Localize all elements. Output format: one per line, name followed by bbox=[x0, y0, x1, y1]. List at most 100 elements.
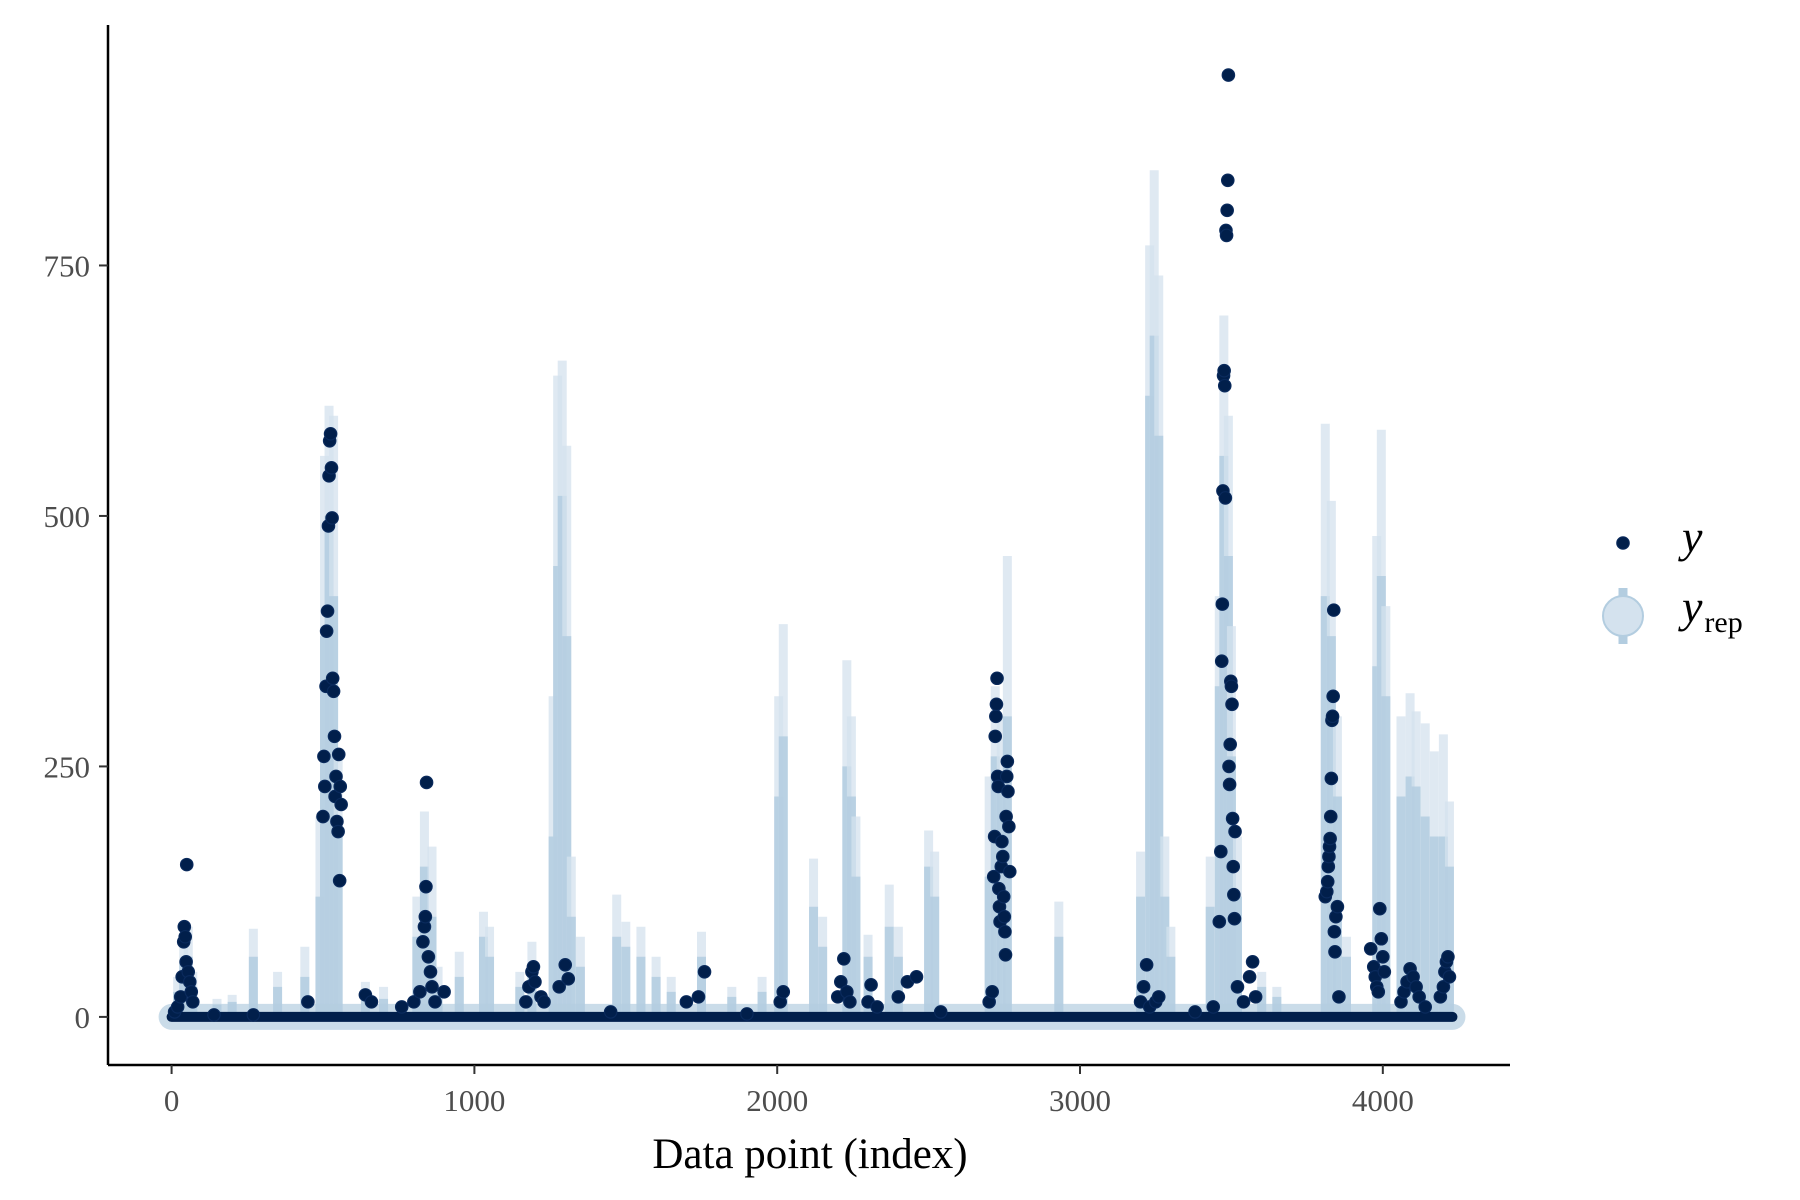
y-point-70 bbox=[776, 985, 791, 999]
legend-yrep-subscript: rep bbox=[1704, 606, 1742, 639]
y-point-97 bbox=[995, 834, 1009, 849]
y-point-108 bbox=[1002, 864, 1017, 879]
y-point-161 bbox=[1328, 944, 1342, 959]
y-point-101 bbox=[998, 924, 1012, 939]
y-point-12 bbox=[185, 995, 200, 1009]
y-point-66 bbox=[691, 990, 706, 1004]
legend-yrep-label: yrep bbox=[1678, 581, 1743, 639]
y-point-116 bbox=[1206, 1000, 1221, 1014]
y-point-155 bbox=[1324, 771, 1339, 786]
y-point-125 bbox=[1218, 491, 1233, 505]
y-point-44 bbox=[416, 934, 430, 949]
y-point-78 bbox=[870, 1000, 884, 1014]
y-point-50 bbox=[423, 965, 438, 979]
y-point-104 bbox=[999, 769, 1014, 784]
tick-labels: 0 1000 2000 3000 4000 0 250 500 750 bbox=[44, 248, 1414, 1118]
y-point-47 bbox=[419, 879, 433, 894]
y-point-26 bbox=[324, 461, 339, 475]
y-point-165 bbox=[1363, 941, 1378, 956]
y-point-169 bbox=[1371, 985, 1386, 999]
y-point-57 bbox=[526, 960, 541, 974]
x-tick-label-0: 0 bbox=[164, 1083, 180, 1118]
x-tick-label-2: 2000 bbox=[746, 1083, 808, 1118]
y-point-81 bbox=[909, 970, 924, 984]
y-tick-label-1: 250 bbox=[44, 749, 91, 784]
y-point-27 bbox=[325, 511, 339, 525]
y-point-127 bbox=[1219, 228, 1234, 243]
y-point-30 bbox=[327, 729, 342, 744]
y-point-115 bbox=[1188, 1005, 1202, 1019]
y-tick-label-0: 0 bbox=[75, 1000, 91, 1035]
y-point-41 bbox=[394, 1000, 409, 1014]
y-point-144 bbox=[1242, 970, 1257, 984]
y-point-171 bbox=[1374, 931, 1389, 946]
y-point-34 bbox=[331, 824, 345, 839]
y-point-52 bbox=[428, 995, 442, 1009]
y-point-87 bbox=[988, 729, 1003, 744]
y-points bbox=[167, 68, 1457, 1022]
y-point-48 bbox=[419, 775, 434, 790]
y-point-186 bbox=[1441, 949, 1455, 964]
y-point-157 bbox=[1325, 709, 1340, 724]
y-point-13 bbox=[207, 1008, 221, 1022]
x-tick-label-1: 1000 bbox=[443, 1083, 505, 1118]
y-point-110 bbox=[1136, 980, 1151, 994]
y-point-88 bbox=[989, 709, 1003, 724]
legend-yrep-key bbox=[1602, 595, 1644, 637]
y-point-111 bbox=[1139, 958, 1154, 972]
y-point-17 bbox=[317, 749, 331, 764]
y-point-65 bbox=[679, 995, 694, 1009]
y-point-120 bbox=[1215, 597, 1230, 611]
y-point-64 bbox=[603, 1005, 618, 1019]
y-point-40 bbox=[364, 995, 379, 1009]
y-point-20 bbox=[319, 624, 334, 638]
y-point-25 bbox=[323, 426, 338, 441]
y-point-137 bbox=[1225, 811, 1240, 826]
y-tick-label-3: 750 bbox=[44, 248, 91, 283]
y-point-21 bbox=[320, 604, 335, 618]
y-point-124 bbox=[1217, 378, 1232, 393]
y-point-107 bbox=[1002, 819, 1016, 834]
yrep-intervals bbox=[173, 170, 1454, 1017]
y-point-79 bbox=[891, 990, 906, 1004]
y-point-73 bbox=[837, 951, 851, 966]
y-point-136 bbox=[1225, 697, 1239, 712]
y-point-158 bbox=[1326, 689, 1340, 704]
y-point-141 bbox=[1228, 824, 1242, 839]
legend-y-key bbox=[1616, 536, 1630, 550]
y-point-106 bbox=[1001, 784, 1015, 799]
y-point-51 bbox=[425, 980, 439, 994]
y-point-35 bbox=[331, 747, 346, 762]
y-tick-label-2: 500 bbox=[44, 499, 91, 534]
y-point-60 bbox=[537, 995, 551, 1009]
y-point-133 bbox=[1223, 737, 1238, 752]
y-point-46 bbox=[418, 909, 433, 924]
x-tick-label-4: 4000 bbox=[1352, 1083, 1414, 1118]
y-point-128 bbox=[1220, 203, 1234, 218]
y-point-37 bbox=[333, 779, 348, 794]
y-point-172 bbox=[1376, 949, 1390, 964]
y-point-143 bbox=[1236, 995, 1251, 1009]
y-point-54 bbox=[519, 995, 533, 1009]
legend-y-label: y bbox=[1678, 511, 1703, 562]
y-point-28 bbox=[325, 671, 340, 686]
y-point-180 bbox=[1412, 990, 1426, 1004]
y-point-164 bbox=[1332, 990, 1346, 1004]
y-point-8 bbox=[179, 857, 194, 872]
y-point-98 bbox=[995, 849, 1010, 864]
y-point-173 bbox=[1377, 965, 1392, 979]
y-point-119 bbox=[1214, 654, 1229, 669]
y-point-36 bbox=[332, 873, 347, 888]
y-point-14 bbox=[246, 1008, 261, 1022]
y-point-131 bbox=[1222, 759, 1236, 774]
y-point-62 bbox=[558, 958, 573, 972]
y-point-114 bbox=[1151, 990, 1166, 1004]
y-point-82 bbox=[933, 1005, 948, 1019]
y-point-42 bbox=[407, 995, 421, 1009]
y-point-43 bbox=[413, 985, 427, 999]
y-point-18 bbox=[318, 779, 332, 794]
y-point-142 bbox=[1230, 980, 1245, 994]
y-point-159 bbox=[1326, 603, 1341, 617]
y-point-99 bbox=[996, 889, 1011, 904]
y-point-100 bbox=[997, 909, 1012, 924]
